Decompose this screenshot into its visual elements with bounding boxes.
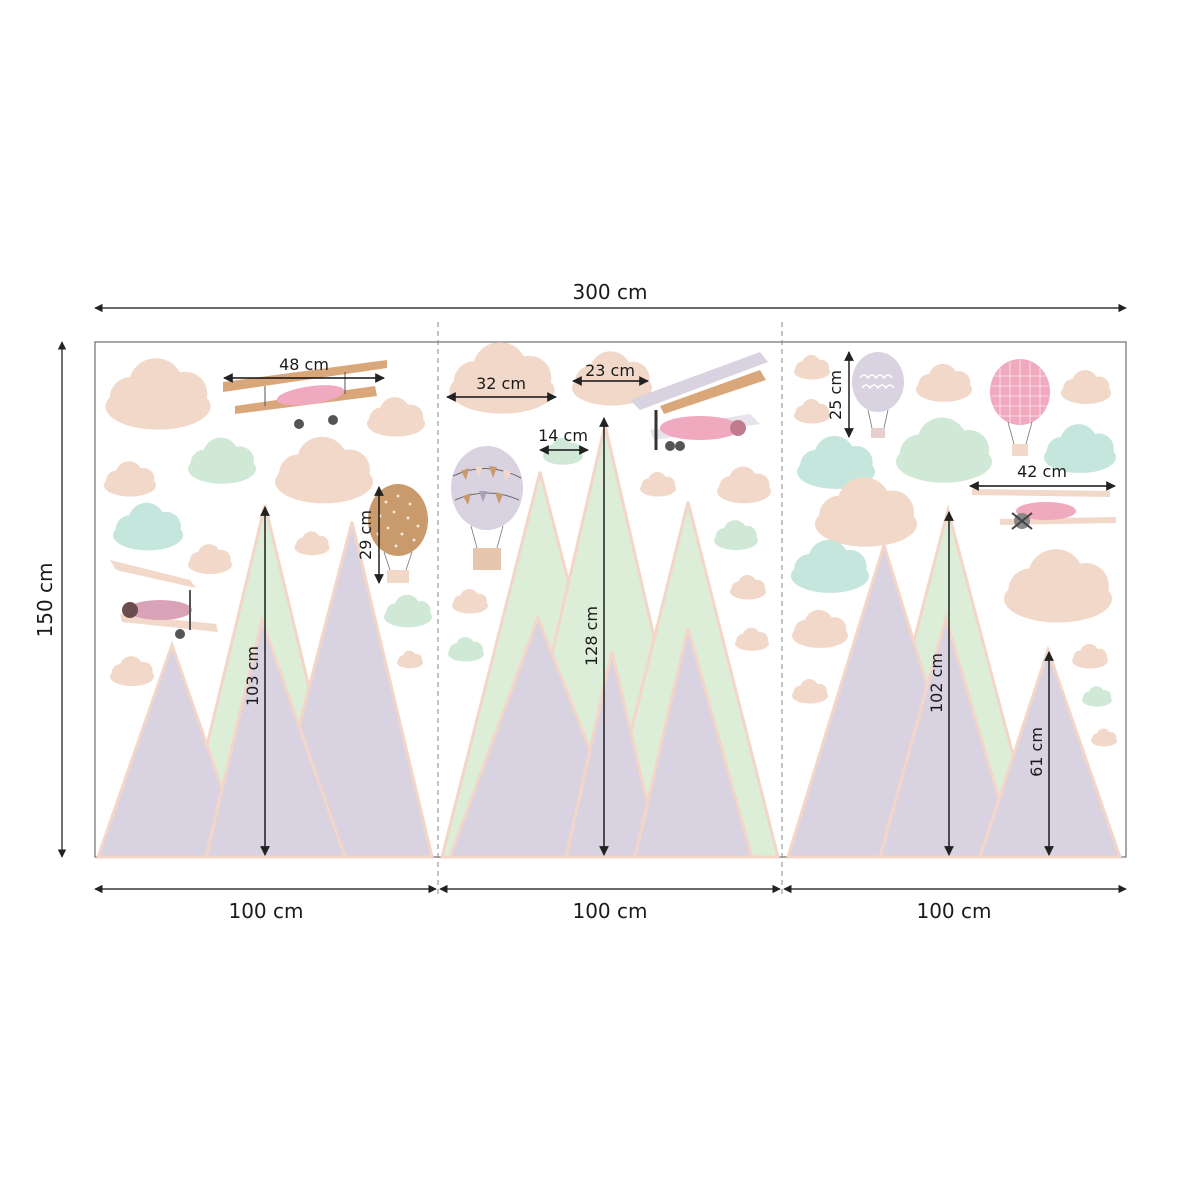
label-mountain-61cm: 61 cm [1027, 727, 1046, 777]
label-total-width: 300 cm [572, 280, 647, 304]
biplane-pink-left [110, 560, 218, 639]
mountain-purple-right [633, 627, 754, 859]
label-total-height: 150 cm [33, 562, 57, 637]
biplane-pink-right [972, 489, 1116, 530]
biplane-pink-middle [630, 352, 768, 451]
label-cloud-32cm: 32 cm [476, 374, 526, 393]
label-panel-1-width: 100 cm [228, 899, 303, 923]
mountain-purple-mid [564, 651, 662, 859]
mountains-panel-2 [440, 424, 780, 859]
label-plane-48cm: 48 cm [279, 355, 329, 374]
label-mountain-128cm: 128 cm [582, 606, 601, 666]
label-balloon-25cm: 25 cm [826, 370, 845, 420]
label-mountain-102cm: 102 cm [927, 653, 946, 713]
balloon-bunting [451, 446, 523, 570]
inner-measurements [223, 351, 1116, 856]
outer-dimensions [57, 303, 1127, 894]
mountain-purple-mid [204, 614, 348, 859]
label-mountain-103cm: 103 cm [243, 646, 262, 706]
label-balloon-29cm: 29 cm [356, 510, 375, 560]
label-plane-42cm: 42 cm [1017, 462, 1067, 481]
balloon-grid [990, 359, 1050, 456]
mountain-purple-left [95, 640, 249, 859]
label-panel-2-width: 100 cm [572, 899, 647, 923]
balloon-swirl [852, 352, 904, 438]
label-panel-3-width: 100 cm [916, 899, 991, 923]
label-cloud-14cm: 14 cm [538, 426, 588, 445]
label-cloud-23cm: 23 cm [585, 361, 635, 380]
